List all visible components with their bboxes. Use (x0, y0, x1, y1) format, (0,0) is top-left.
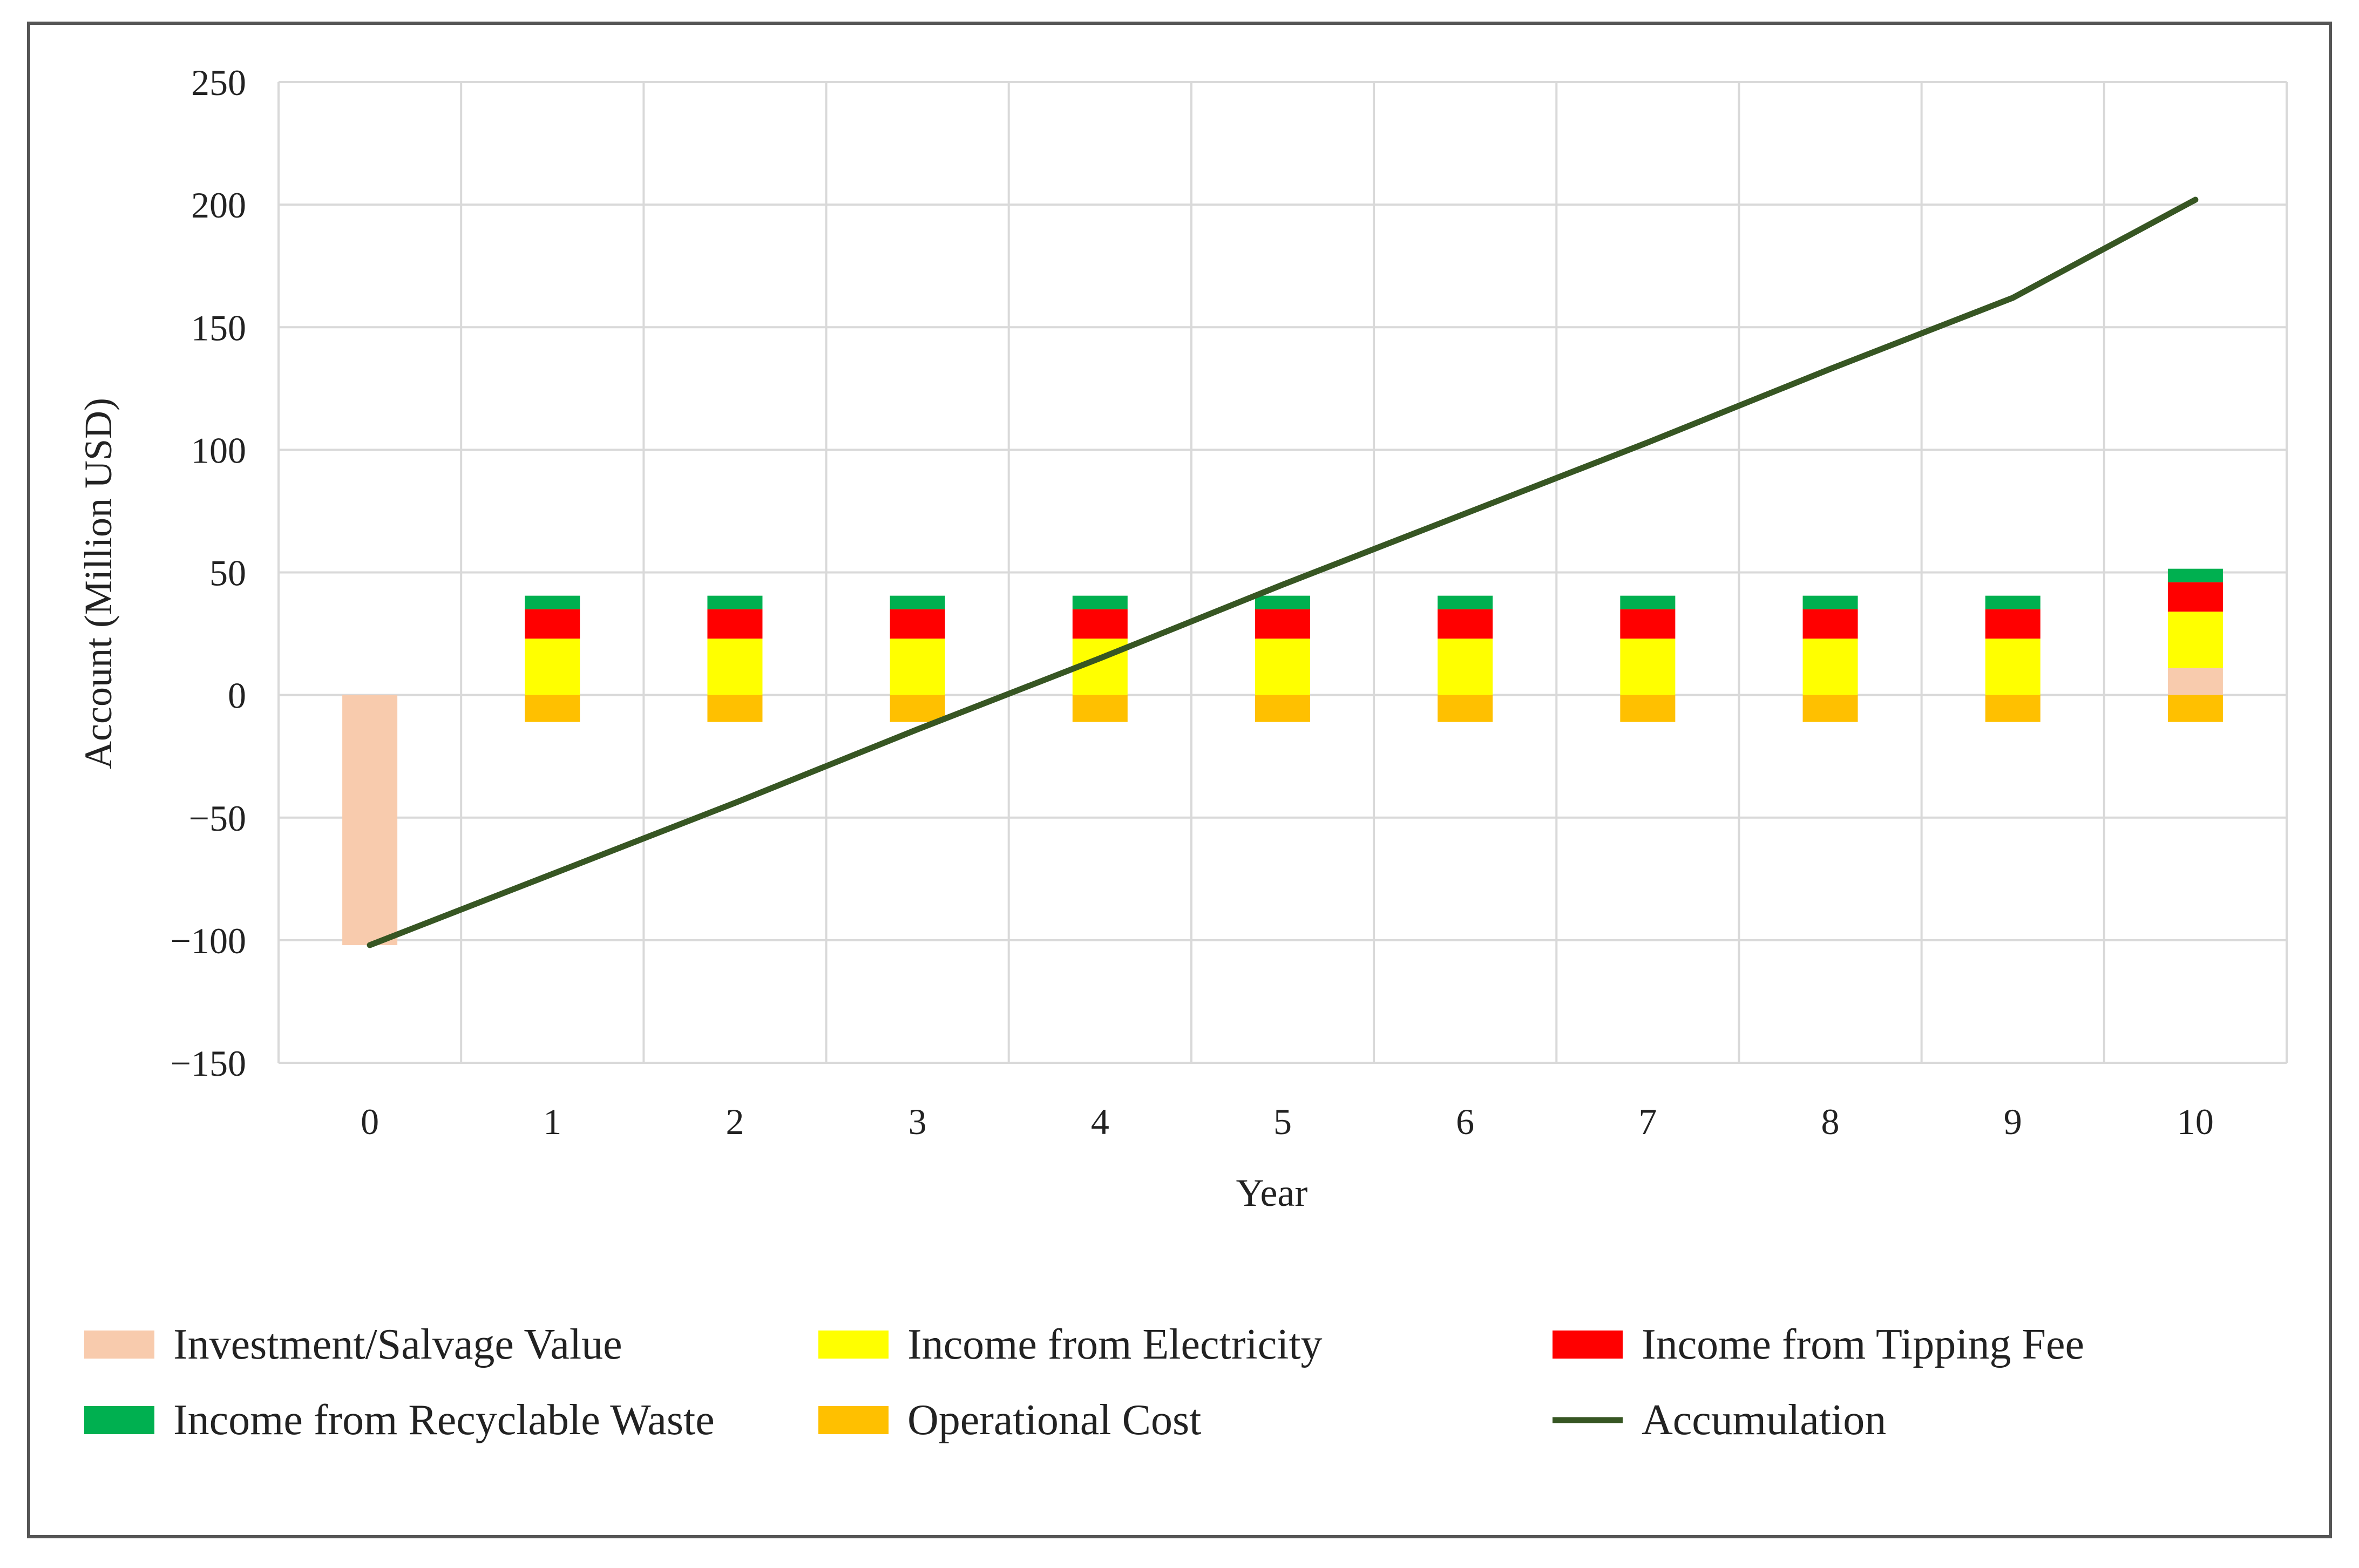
y-tick-label: 250 (191, 62, 246, 103)
bar-operational-cost-year-1 (525, 695, 580, 722)
gridlines (277, 81, 2288, 1064)
bar-income-from-electricity-year-10 (2167, 612, 2223, 668)
y-tick-label: 150 (191, 307, 246, 348)
y-tick-label: −100 (171, 920, 246, 961)
bar-income-from-recyclable-waste-year-2 (707, 595, 763, 609)
bar-operational-cost-year-5 (1255, 695, 1310, 722)
bar-income-from-recyclable-waste-year-7 (1620, 595, 1676, 609)
y-tick-label: 100 (191, 430, 246, 471)
x-tick-label: 2 (726, 1101, 744, 1142)
bar-income-from-recyclable-waste-year-9 (1985, 595, 2041, 609)
y-tick-label: 50 (209, 553, 246, 594)
bar-operational-cost-year-10 (2167, 695, 2223, 722)
bar-income-from-electricity-year-2 (707, 639, 763, 695)
bar-income-from-electricity-year-3 (890, 639, 945, 695)
bar-income-from-recyclable-waste-year-8 (1802, 595, 1858, 609)
x-tick-label: 6 (1456, 1101, 1474, 1142)
legend-swatch-operational-cost (818, 1406, 889, 1434)
bar-income-from-electricity-year-7 (1620, 639, 1676, 695)
bar-income-from-tipping-fee-year-1 (525, 609, 580, 639)
bar-operational-cost-year-6 (1438, 695, 1493, 722)
x-axis-ticks: 0 1 2 3 4 5 6 7 8 9 10 (361, 1101, 2214, 1142)
x-tick-label: 9 (2004, 1101, 2022, 1142)
bar-operational-cost-year-3 (890, 695, 945, 722)
bar-income-from-tipping-fee-year-7 (1620, 609, 1676, 639)
x-tick-label: 3 (909, 1101, 927, 1142)
bar-income-from-recyclable-waste-year-5 (1255, 595, 1310, 609)
bar-operational-cost-year-8 (1802, 695, 1858, 722)
bar-income-from-tipping-fee-year-4 (1072, 609, 1128, 639)
bar-income-from-electricity-year-1 (525, 639, 580, 695)
bar-income-from-tipping-fee-year-10 (2167, 582, 2223, 612)
x-tick-label: 0 (361, 1101, 379, 1142)
legend-label-income-from-recyclable-waste: Income from Recyclable Waste (173, 1396, 715, 1444)
x-tick-label: 1 (543, 1101, 561, 1142)
legend-label-income-from-tipping-fee: Income from Tipping Fee (1642, 1321, 2084, 1368)
bar-income-from-electricity-year-5 (1255, 639, 1310, 695)
legend-swatch-income-from-recyclable-waste (84, 1406, 154, 1434)
x-tick-label: 4 (1091, 1101, 1109, 1142)
legend-label-operational-cost: Operational Cost (907, 1396, 1201, 1444)
bar-operational-cost-year-7 (1620, 695, 1676, 722)
bar-income-from-recyclable-waste-year-6 (1438, 595, 1493, 609)
legend-swatch-income-from-tipping-fee (1553, 1331, 1623, 1359)
x-tick-label: 7 (1638, 1101, 1657, 1142)
legend-label-accumulation: Accumulation (1642, 1396, 1886, 1444)
bar-income-from-tipping-fee-year-6 (1438, 609, 1493, 639)
bar-operational-cost-year-2 (707, 695, 763, 722)
bar-income-from-tipping-fee-year-3 (890, 609, 945, 639)
bar-operational-cost-year-4 (1072, 695, 1128, 722)
y-tick-label: 200 (191, 185, 246, 226)
x-tick-label: 5 (1273, 1101, 1292, 1142)
legend: Investment/Salvage Value Income from Elec… (84, 1321, 2084, 1444)
legend-label-income-from-electricity: Income from Electricity (907, 1321, 1323, 1368)
bar-income-from-electricity-year-9 (1985, 639, 2041, 695)
y-tick-label: −50 (189, 798, 246, 839)
bar-income-from-tipping-fee-year-8 (1802, 609, 1858, 639)
x-tick-label: 8 (1821, 1101, 1840, 1142)
bar-income-from-tipping-fee-year-5 (1255, 609, 1310, 639)
y-tick-label: −150 (171, 1043, 246, 1084)
bars (342, 568, 2223, 945)
bar-income-from-recyclable-waste-year-3 (890, 595, 945, 609)
y-axis-ticks: 250 200 150 100 50 0 −50 −100 −150 (171, 62, 246, 1084)
legend-label-investment-salvage-value: Investment/Salvage Value (173, 1321, 622, 1368)
bar-income-from-recyclable-waste-year-4 (1072, 595, 1128, 609)
bar-income-from-recyclable-waste-year-1 (525, 595, 580, 609)
accumulation-line (367, 196, 2199, 948)
accumulation-line-group (367, 196, 2199, 948)
bar-income-from-electricity-year-6 (1438, 639, 1493, 695)
legend-swatch-investment-salvage-value (84, 1331, 154, 1359)
bar-income-from-tipping-fee-year-2 (707, 609, 763, 639)
bar-investment-salvage-value-year-10 (2167, 668, 2223, 695)
bar-income-from-recyclable-waste-year-10 (2167, 568, 2223, 582)
chart-frame: 250 200 150 100 50 0 −50 −100 −150 0 1 2 3 4 5 6 7 8 9 10 … (27, 22, 2332, 1538)
y-tick-label: 0 (228, 675, 246, 716)
bar-income-from-electricity-year-8 (1802, 639, 1858, 695)
x-tick-label: 10 (2177, 1101, 2214, 1142)
bar-income-from-tipping-fee-year-9 (1985, 609, 2041, 639)
legend-swatch-income-from-electricity (818, 1331, 889, 1359)
bar-operational-cost-year-9 (1985, 695, 2041, 722)
bar-investment-salvage-value-year-0 (342, 695, 398, 945)
x-axis-title: Year (1236, 1171, 1308, 1214)
y-axis-title: Account (Million USD) (77, 398, 120, 769)
